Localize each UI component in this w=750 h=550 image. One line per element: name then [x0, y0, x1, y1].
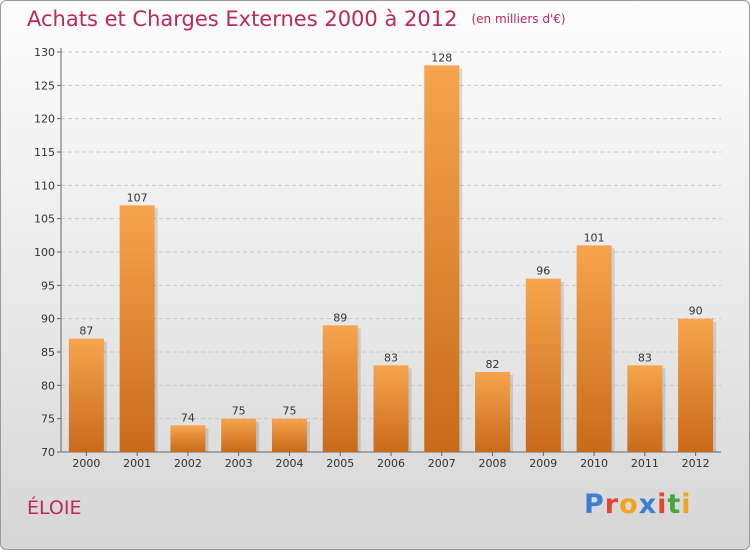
- bar: [424, 65, 460, 452]
- brand-letter: x: [638, 489, 658, 520]
- y-tick-label: 115: [34, 146, 55, 159]
- bar: [475, 372, 511, 452]
- x-tick-label: 2005: [326, 457, 354, 470]
- brand-letter: r: [604, 489, 620, 520]
- proxiti-logo: Proxiti: [584, 489, 692, 520]
- x-tick-label: 2000: [72, 457, 100, 470]
- y-tick-label: 85: [41, 346, 55, 359]
- y-tick-label: 125: [34, 79, 55, 92]
- x-tick-label: 2009: [529, 457, 557, 470]
- y-tick-label: 70: [41, 446, 55, 459]
- data-label: 75: [282, 405, 296, 418]
- x-tick-label: 2003: [225, 457, 253, 470]
- bar: [525, 278, 561, 452]
- brand-letter: i: [681, 489, 692, 520]
- data-label: 96: [536, 265, 550, 278]
- brand-letter: t: [667, 489, 682, 520]
- y-tick-label: 95: [41, 279, 55, 292]
- brand-letter: o: [619, 489, 639, 520]
- x-tick-label: 2001: [123, 457, 151, 470]
- y-tick-label: 75: [41, 413, 55, 426]
- bar: [68, 338, 104, 452]
- data-label: 107: [127, 191, 148, 204]
- data-label: 90: [689, 305, 703, 318]
- bar: [627, 365, 663, 452]
- y-tick-label: 120: [34, 113, 55, 126]
- chart-subtitle: (en milliers d'€): [471, 12, 566, 26]
- x-tick-label: 2004: [275, 457, 303, 470]
- y-tick-label: 105: [34, 213, 55, 226]
- x-tick-label: 2008: [479, 457, 507, 470]
- bar: [678, 318, 714, 452]
- bar: [170, 425, 206, 452]
- data-label: 75: [232, 405, 246, 418]
- chart-title: Achats et Charges Externes 2000 à 2012 (e…: [27, 7, 566, 31]
- bars: [68, 65, 717, 452]
- chart-title-text: Achats et Charges Externes 2000 à 2012: [27, 7, 458, 31]
- bar: [119, 205, 155, 452]
- data-label: 82: [486, 358, 500, 371]
- brand-letter: i: [657, 489, 668, 520]
- commune-name: ÉLOIE: [27, 497, 82, 519]
- x-tick-label: 2002: [174, 457, 202, 470]
- bar: [576, 245, 612, 452]
- x-tick-label: 2007: [428, 457, 456, 470]
- data-label: 74: [181, 411, 195, 424]
- x-tick-label: 2010: [580, 457, 608, 470]
- x-tick-label: 2006: [377, 457, 405, 470]
- data-label: 83: [638, 351, 652, 364]
- bar: [322, 325, 358, 452]
- brand-letter: P: [584, 489, 605, 520]
- data-label: 89: [333, 311, 347, 324]
- y-tick-label: 80: [41, 379, 55, 392]
- y-tick-label: 130: [34, 46, 55, 59]
- data-label: 101: [584, 231, 605, 244]
- bar: [221, 418, 257, 452]
- x-tick-label: 2011: [631, 457, 659, 470]
- x-tick-label: 2012: [682, 457, 710, 470]
- bar: [373, 365, 409, 452]
- bar: [271, 418, 307, 452]
- labels: 70 75 80 85 90 95 100 105 110 115 120 125 130 87 2000 1…: [34, 46, 710, 470]
- data-label: 87: [79, 325, 93, 338]
- data-label: 128: [431, 51, 452, 64]
- y-tick-label: 90: [41, 313, 55, 326]
- y-tick-label: 110: [34, 179, 55, 192]
- data-label: 83: [384, 351, 398, 364]
- y-tick-label: 100: [34, 246, 55, 259]
